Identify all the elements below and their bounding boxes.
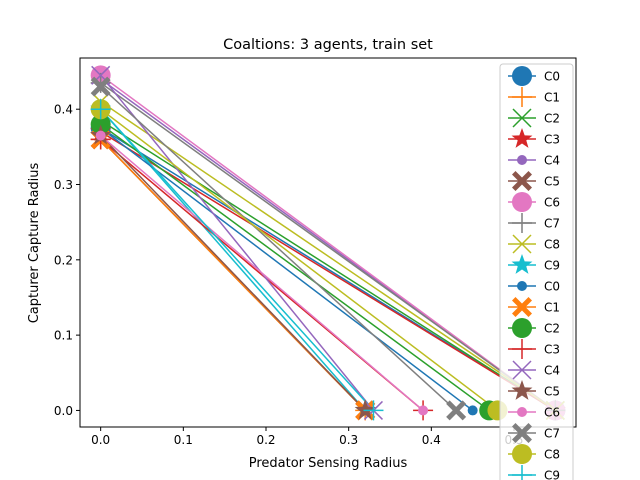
chart-title: Coaltions: 3 agents, train set bbox=[223, 37, 433, 53]
data-point-12-0 bbox=[90, 114, 111, 135]
data-point-17-1 bbox=[446, 400, 467, 421]
legend-label-2: C2 bbox=[544, 112, 560, 126]
data-point-17-0 bbox=[90, 76, 111, 97]
legend-marker-18 bbox=[512, 444, 532, 464]
series-line-3 bbox=[100, 131, 556, 412]
series-line-19 bbox=[100, 108, 375, 411]
x-axis-label: Predator Sensing Radius bbox=[249, 456, 408, 471]
x-tick-label: 0.2 bbox=[256, 433, 275, 447]
legend-label-8: C8 bbox=[544, 238, 560, 252]
data-point-19-1 bbox=[363, 400, 384, 421]
series-line-7 bbox=[100, 82, 556, 412]
legend-marker-7 bbox=[512, 213, 532, 233]
y-tick-label: 0.0 bbox=[54, 404, 73, 418]
legend-label-17: C7 bbox=[544, 427, 560, 441]
legend-label-0: C0 bbox=[544, 70, 560, 84]
legend-marker-0 bbox=[512, 66, 532, 86]
plot-frame bbox=[79, 57, 577, 428]
legend-label-13: C3 bbox=[544, 343, 560, 357]
y-tick-label: 0.3 bbox=[54, 178, 73, 192]
legend-label-19: C9 bbox=[544, 469, 560, 480]
legend-box bbox=[499, 63, 574, 480]
series-line-15 bbox=[100, 135, 366, 411]
series-line-14 bbox=[100, 74, 375, 411]
legend-label-18: C8 bbox=[544, 448, 560, 462]
series-line-8 bbox=[100, 101, 556, 412]
legend-marker-1 bbox=[512, 87, 532, 107]
legend-marker-6 bbox=[512, 192, 532, 212]
series-line-16 bbox=[100, 134, 424, 412]
legend-marker-16 bbox=[517, 407, 527, 417]
legend-marker-9 bbox=[511, 254, 533, 274]
legend-marker-13 bbox=[512, 339, 532, 359]
legend-label-16: C6 bbox=[544, 406, 560, 420]
legend-marker-8 bbox=[512, 234, 532, 254]
legend-marker-10 bbox=[517, 281, 527, 291]
data-point-10-1 bbox=[467, 405, 478, 416]
data-point-16-0 bbox=[95, 130, 106, 141]
legend-label-14: C4 bbox=[544, 364, 560, 378]
data-point-15-1 bbox=[354, 399, 376, 420]
y-axis-label: Capturer Capture Radius bbox=[27, 162, 42, 323]
series-line-18 bbox=[100, 108, 498, 412]
x-tick-label: 0.4 bbox=[422, 433, 441, 447]
legend-label-1: C1 bbox=[544, 91, 560, 105]
y-tick-label: 0.4 bbox=[54, 103, 73, 117]
legend-label-11: C1 bbox=[544, 301, 560, 315]
legend-marker-5 bbox=[512, 171, 532, 191]
series-line-17 bbox=[100, 86, 457, 411]
legend-marker-2 bbox=[512, 108, 532, 128]
legend-marker-19 bbox=[512, 465, 532, 480]
legend-label-4: C4 bbox=[544, 154, 560, 168]
legend-marker-3 bbox=[511, 128, 533, 148]
legend-label-15: C5 bbox=[544, 385, 560, 399]
x-tick-label: 0.3 bbox=[339, 433, 358, 447]
y-tick-label: 0.2 bbox=[54, 253, 73, 267]
legend-label-9: C9 bbox=[544, 259, 560, 273]
series-line-6 bbox=[100, 74, 556, 412]
legend-marker-14 bbox=[512, 360, 532, 380]
legend-marker-4 bbox=[517, 155, 527, 165]
legend-marker-12 bbox=[512, 318, 532, 338]
legend-label-6: C6 bbox=[544, 196, 560, 210]
x-tick-label: 0.1 bbox=[174, 433, 193, 447]
legend-label-7: C7 bbox=[544, 217, 560, 231]
legend-label-3: C3 bbox=[544, 133, 560, 147]
legend-marker-15 bbox=[511, 380, 533, 400]
legend: C0 C1 C2 C3 C4 C5 C6 C7 C8 C9 C0 C1 C2 C3 C4 C5 C6 C7 C8 C9 bbox=[499, 63, 574, 480]
legend-label-12: C2 bbox=[544, 322, 560, 336]
data-point-19-0 bbox=[90, 99, 111, 120]
series-line-9 bbox=[100, 108, 366, 411]
x-tick-label: 0.0 bbox=[91, 433, 110, 447]
data-point-16-1 bbox=[418, 405, 429, 416]
legend-label-5: C5 bbox=[544, 175, 560, 189]
series-line-12 bbox=[100, 123, 490, 412]
series-line-10 bbox=[100, 127, 474, 412]
y-tick-label: 0.1 bbox=[54, 329, 73, 343]
y-ticks: 0.0 0.1 0.2 0.3 0.4 bbox=[54, 103, 80, 418]
series-lines bbox=[100, 74, 556, 412]
legend-marker-11 bbox=[512, 297, 532, 317]
legend-marker-17 bbox=[512, 423, 532, 443]
legend-label-10: C0 bbox=[544, 280, 560, 294]
